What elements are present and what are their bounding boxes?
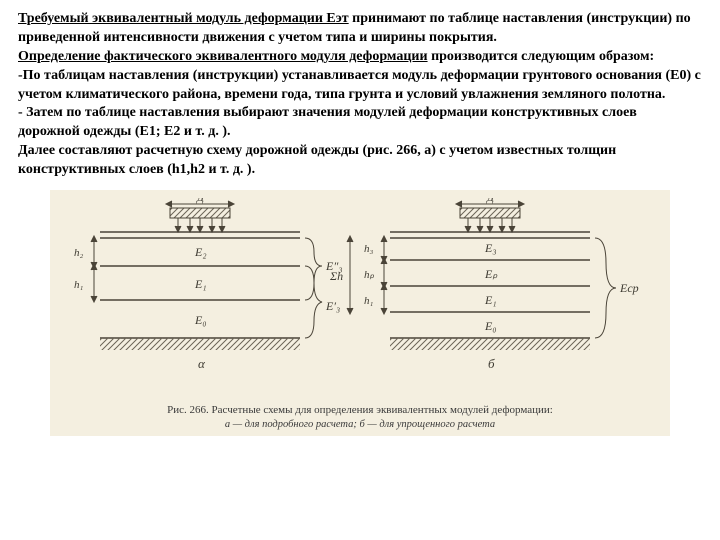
right-e1: E₁ <box>484 293 497 307</box>
left-e1: E₁ <box>194 277 207 291</box>
left-letter: α <box>198 356 206 371</box>
scheme-a: Д h₂ h₁ E₂ E₁ E₀ E″₃ E′₃ α <box>74 198 343 371</box>
figure: Д h₂ h₁ E₂ E₁ E₀ E″₃ E′₃ α <box>50 190 670 436</box>
right-h3: h₃ <box>364 243 374 255</box>
right-ecp: Eср <box>619 281 639 295</box>
right-e3: E₃ <box>484 241 497 255</box>
caption-sub: а — для подробного расчета; б — для упро… <box>225 419 495 430</box>
p5: Далее составляют расчетную схему дорожно… <box>18 143 616 177</box>
right-hp: hₚ <box>364 269 375 281</box>
caption-main: Рис. 266. Расчетные схемы для определени… <box>167 404 553 416</box>
figure-caption: Рис. 266. Расчетные схемы для определени… <box>50 404 670 432</box>
right-sigma-h: Σh <box>329 269 343 283</box>
scheme-b: Д h₃ hₚ h₁ Σh E₃ Eₚ E₁ <box>329 198 639 371</box>
p2a: Определение фактического эквивалентного … <box>18 49 428 64</box>
p2b: производится следующим образом: <box>428 49 655 64</box>
p3: -По таблицам наставления (инструкции) ус… <box>18 68 701 102</box>
right-e0: E₀ <box>484 319 497 333</box>
p4: - Затем по таблице наставления выбирают … <box>18 105 637 139</box>
title: Требуемый эквивалентный модуль деформаци… <box>18 11 349 26</box>
right-letter: б <box>488 356 495 371</box>
left-load-label: Д <box>196 198 205 204</box>
right-h1: h₁ <box>364 295 374 307</box>
left-h2: h₂ <box>74 247 84 259</box>
diagram-svg: Д h₂ h₁ E₂ E₁ E₀ E″₃ E′₃ α <box>60 198 660 398</box>
right-load-label: Д <box>486 198 495 204</box>
body-text: Требуемый эквивалентный модуль деформаци… <box>18 10 702 180</box>
left-side-bot: E′₃ <box>325 299 340 313</box>
right-ep: Eₚ <box>484 267 498 281</box>
left-e2: E₂ <box>194 245 207 259</box>
left-h1: h₁ <box>74 279 84 291</box>
left-e0: E₀ <box>194 313 207 327</box>
